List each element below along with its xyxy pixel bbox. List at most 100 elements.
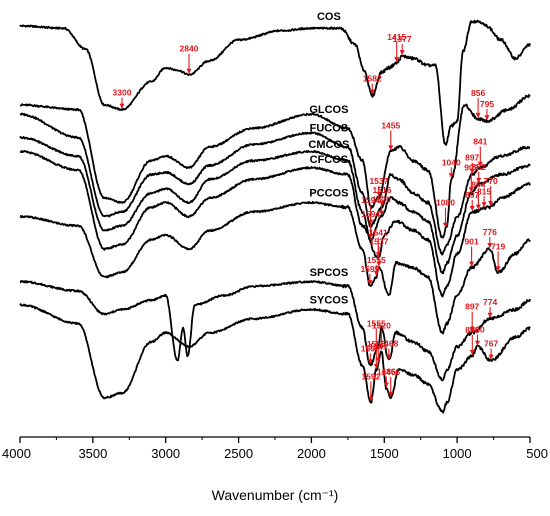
- series-label: CFCOS: [310, 154, 349, 166]
- series-line-spcos: [19, 280, 531, 382]
- x-tick-label: 1500: [370, 446, 399, 461]
- series-label: SPCOS: [310, 267, 349, 279]
- peak-label: 1594: [361, 195, 380, 205]
- peak-arrowhead: [468, 187, 474, 193]
- peak-label: 3300: [113, 88, 132, 98]
- series-label: SYCOS: [310, 295, 349, 307]
- peak-label: 776: [483, 227, 497, 237]
- series-line-cfcos: [19, 150, 531, 298]
- peak-arrowhead: [481, 202, 487, 208]
- series-label: GLCOS: [309, 104, 348, 116]
- peak-label: 1555: [367, 255, 386, 265]
- series-line-cmcos: [19, 136, 531, 275]
- x-tick-label: 4000: [2, 446, 31, 461]
- peak-label: 856: [471, 88, 485, 98]
- peak-label: 1080: [436, 198, 455, 208]
- peak-arrowhead: [475, 204, 481, 210]
- peak-label: 1541: [369, 342, 388, 352]
- peak-arrowhead: [376, 261, 382, 267]
- series-line-sycos: [19, 303, 531, 414]
- x-tick-label: 1000: [443, 446, 472, 461]
- peak-arrowhead: [487, 312, 493, 318]
- peak-label: 1040: [442, 157, 461, 167]
- x-axis-ticks: 4000 3500 3000 2500 2000 1500 1000 500: [2, 437, 548, 461]
- peak-label: 1541: [369, 227, 388, 237]
- peak-label: 815: [477, 186, 491, 196]
- peak-arrowhead: [375, 252, 381, 258]
- series-label: CMCOS: [308, 139, 349, 151]
- peak-arrowhead: [378, 345, 384, 351]
- peak-arrowhead: [373, 343, 379, 349]
- series-line-glcos: [19, 94, 531, 239]
- peak-arrowhead: [487, 243, 493, 249]
- peak-arrowhead: [476, 178, 482, 183]
- peak-arrowhead: [443, 222, 448, 228]
- peak-arrowhead: [373, 363, 379, 369]
- peak-label: 719: [491, 241, 505, 251]
- series-line-fucos: [19, 112, 531, 256]
- peak-label: 1596: [361, 343, 380, 353]
- peak-label: 860: [470, 325, 484, 335]
- peak-label: 1594: [361, 209, 380, 219]
- peak-arrowhead: [399, 50, 405, 56]
- peak-arrowhead: [369, 89, 375, 95]
- peak-label: 1415: [387, 32, 406, 42]
- peak-arrowhead: [495, 266, 501, 272]
- peak-arrowhead: [368, 396, 374, 402]
- peak-label: 1456: [381, 367, 400, 377]
- peak-label: 1516: [373, 185, 392, 195]
- spectra-curves: [19, 19, 531, 414]
- peak-arrowhead: [368, 233, 374, 239]
- peak-label: 854: [471, 180, 485, 190]
- series-label: FUCOS: [310, 122, 349, 134]
- peak-label: 841: [473, 137, 487, 147]
- peak-arrowhead: [394, 57, 400, 63]
- peak-arrowhead: [488, 201, 494, 207]
- peak-label: 896: [465, 325, 479, 335]
- peak-arrowhead: [469, 261, 475, 267]
- peak-label: 852: [472, 162, 486, 172]
- peak-arrowhead: [373, 270, 379, 276]
- x-tick-label: 3000: [151, 446, 180, 461]
- peak-arrowhead: [186, 68, 192, 74]
- series-labels: COS GLCOS FUCOS CMCOS CFCOS PCCOS SPCOS SYCOS: [308, 11, 349, 307]
- peak-label: 1468: [379, 339, 398, 349]
- peak-arrowhead: [488, 354, 494, 360]
- peak-arrowhead: [469, 168, 475, 174]
- peak-label: 1537: [369, 176, 388, 186]
- peak-arrowhead: [477, 161, 483, 167]
- x-tick-label: 2000: [297, 446, 326, 461]
- peak-label: 897: [465, 190, 479, 200]
- peak-arrowhead: [119, 103, 125, 109]
- peak-arrowhead: [469, 350, 475, 355]
- peak-arrowhead: [367, 359, 373, 365]
- peak-arrowhead: [379, 201, 385, 207]
- peak-label: 897: [465, 302, 479, 312]
- peak-arrowhead: [386, 354, 392, 360]
- peak-label: 1520: [372, 195, 391, 205]
- peak-arrowhead: [448, 173, 454, 179]
- peak-arrowhead: [388, 145, 394, 151]
- peak-arrowhead: [383, 382, 389, 388]
- peak-label: 770: [484, 176, 498, 186]
- series-line-cos: [19, 19, 531, 146]
- peak-label: 1555: [367, 339, 386, 349]
- peak-annotations: 3300284015821415137710801040145515378567…: [113, 32, 505, 402]
- peak-arrowhead: [484, 115, 490, 121]
- peak-arrowhead: [367, 280, 373, 285]
- series-label: COS: [317, 11, 341, 23]
- peak-label: 767: [484, 339, 498, 349]
- peak-label: 1520: [372, 320, 391, 330]
- peak-arrowhead: [469, 205, 475, 211]
- peak-label: 1555: [367, 319, 386, 329]
- peak-arrowhead: [376, 191, 382, 197]
- peak-label: 903: [464, 162, 478, 172]
- x-axis-title: Wavenumber (cm⁻¹): [212, 487, 339, 503]
- peak-label: 795: [480, 99, 494, 109]
- peak-arrowhead: [388, 391, 394, 397]
- peak-arrowhead: [475, 340, 480, 346]
- series-label: PCCOS: [309, 188, 348, 200]
- peak-arrowhead: [378, 210, 384, 216]
- series-line-pccos: [19, 200, 531, 335]
